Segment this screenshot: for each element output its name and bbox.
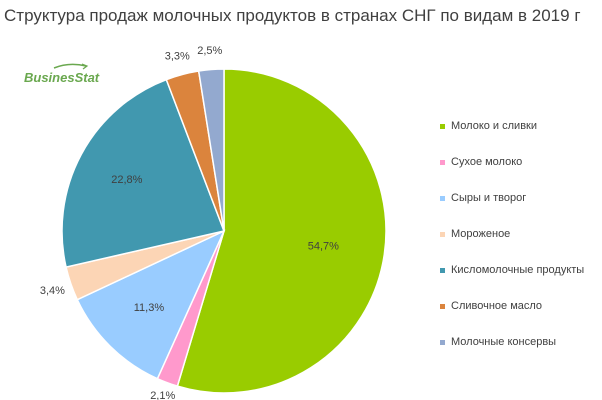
legend-swatch	[440, 231, 445, 237]
svg-text:BusinesStat: BusinesStat	[24, 70, 100, 85]
legend-label: Кисломолочные продукты	[451, 264, 585, 276]
businesstat-logo: BusinesStat	[24, 63, 100, 85]
data-label: 54,7%	[308, 241, 339, 253]
legend-label: Молоко и сливки	[451, 120, 537, 132]
data-label: 22,8%	[111, 174, 142, 186]
data-label: 2,5%	[197, 45, 222, 57]
legend-item: Молоко и сливки	[440, 117, 584, 135]
legend-item: Мороженое	[440, 225, 584, 243]
legend-swatch	[440, 123, 445, 129]
data-label: 11,3%	[134, 302, 165, 314]
legend-label: Молочные консервы	[451, 336, 557, 348]
legend-item: Сливочное масло	[440, 297, 584, 315]
legend-item: Сыры и творог	[440, 189, 584, 207]
chart-legend: Молоко и сливки Сухое молоко Сыры и творог…	[440, 117, 584, 369]
legend-swatch	[440, 159, 445, 165]
legend-swatch	[440, 339, 445, 345]
legend-swatch	[440, 303, 445, 309]
data-label: 3,4%	[40, 285, 65, 297]
pie-slice	[176, 68, 387, 394]
legend-swatch	[440, 195, 445, 201]
legend-label: Сливочное масло	[451, 300, 543, 312]
legend-label: Сыры и творог	[451, 192, 527, 204]
data-label: 2,1%	[150, 390, 175, 400]
legend-item: Молочные консервы	[440, 333, 584, 351]
legend-swatch	[440, 267, 445, 273]
legend-label: Мороженое	[451, 228, 511, 240]
legend-item: Сухое молоко	[440, 153, 584, 171]
legend-label: Сухое молоко	[451, 156, 523, 168]
pie-slice	[76, 229, 226, 380]
data-label: 3,3%	[165, 51, 190, 63]
legend-item: Кисломолочные продукты	[440, 261, 584, 279]
chart-title: Структура продаж молочных продуктов в ст…	[4, 6, 581, 25]
pie-slice	[197, 68, 225, 232]
